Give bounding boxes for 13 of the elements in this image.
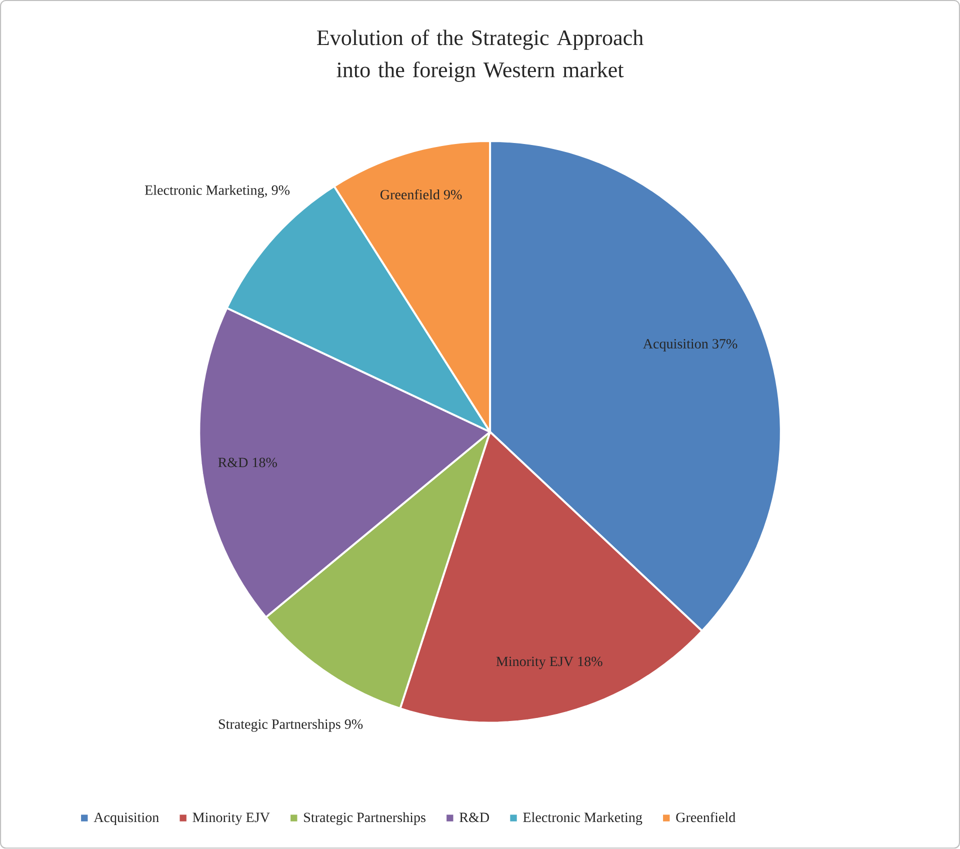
data-label: Acquisition 37%	[643, 339, 738, 352]
legend-label: Greenfield	[676, 812, 736, 822]
data-label: Minority EJV 18%	[496, 656, 602, 670]
legend-label: Minority EJV	[192, 812, 270, 826]
data-label: Strategic Partnerships 9%	[218, 719, 363, 732]
data-label: R&D 18%	[218, 458, 277, 468]
legend-label: Acquisition	[94, 812, 159, 826]
data-label: Electronic Marketing, 9%	[144, 185, 290, 198]
data-label: Greenfield 9%	[380, 190, 462, 200]
legend-label: Strategic Partnerships	[304, 812, 426, 826]
legend-label: Electronic Marketing	[523, 812, 642, 826]
chart-title: Evolution of the Strategic Approach into the foreign Western market	[317, 30, 644, 82]
legend-label: R&D	[460, 812, 489, 822]
